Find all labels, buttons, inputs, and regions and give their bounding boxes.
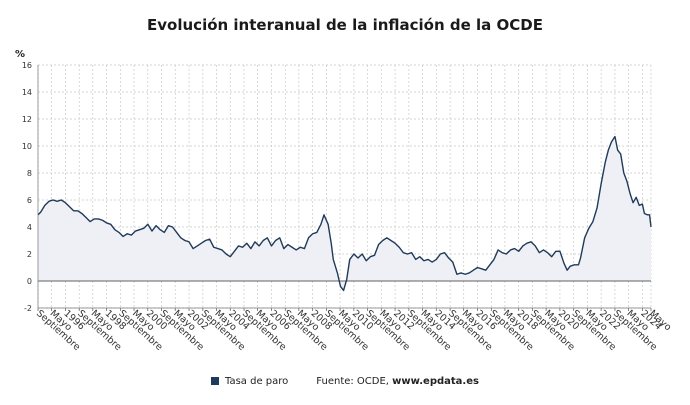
grid-lines [37,64,652,309]
y-tick-label: 12 [22,115,32,124]
y-tick-label: 6 [27,196,32,205]
y-tick-labels: -2 0 2 4 6 8 10 12 14 16 [22,61,32,313]
y-tick-label: 8 [27,169,32,178]
y-tick-label: 14 [22,88,32,97]
y-axis-label: % [15,49,25,60]
source-prefix: Fuente: OCDE, [316,376,393,387]
y-tick-label: 4 [27,223,32,232]
y-tick-label: 2 [27,250,32,259]
source-link[interactable]: www.epdata.es [392,376,479,387]
x-tick-labels: SeptiembreMayo1996SeptiembreMayo1998Sept… [34,308,673,353]
chart-title: Evolución interanual de la inflación de … [147,16,543,34]
legend-swatch [211,377,220,385]
y-tick-label: 16 [22,61,32,70]
y-tick-label: 0 [27,277,32,286]
series-line [37,135,652,292]
axes [37,65,652,311]
y-tick-label: -2 [24,304,32,313]
legend: Tasa de paro Fuente: OCDE, www.epdata.es [0,376,690,387]
y-tick-label: 10 [22,142,32,151]
series-area-fill [38,136,651,291]
legend-series-name: Tasa de paro [225,376,289,387]
series-area-layer [37,135,652,292]
